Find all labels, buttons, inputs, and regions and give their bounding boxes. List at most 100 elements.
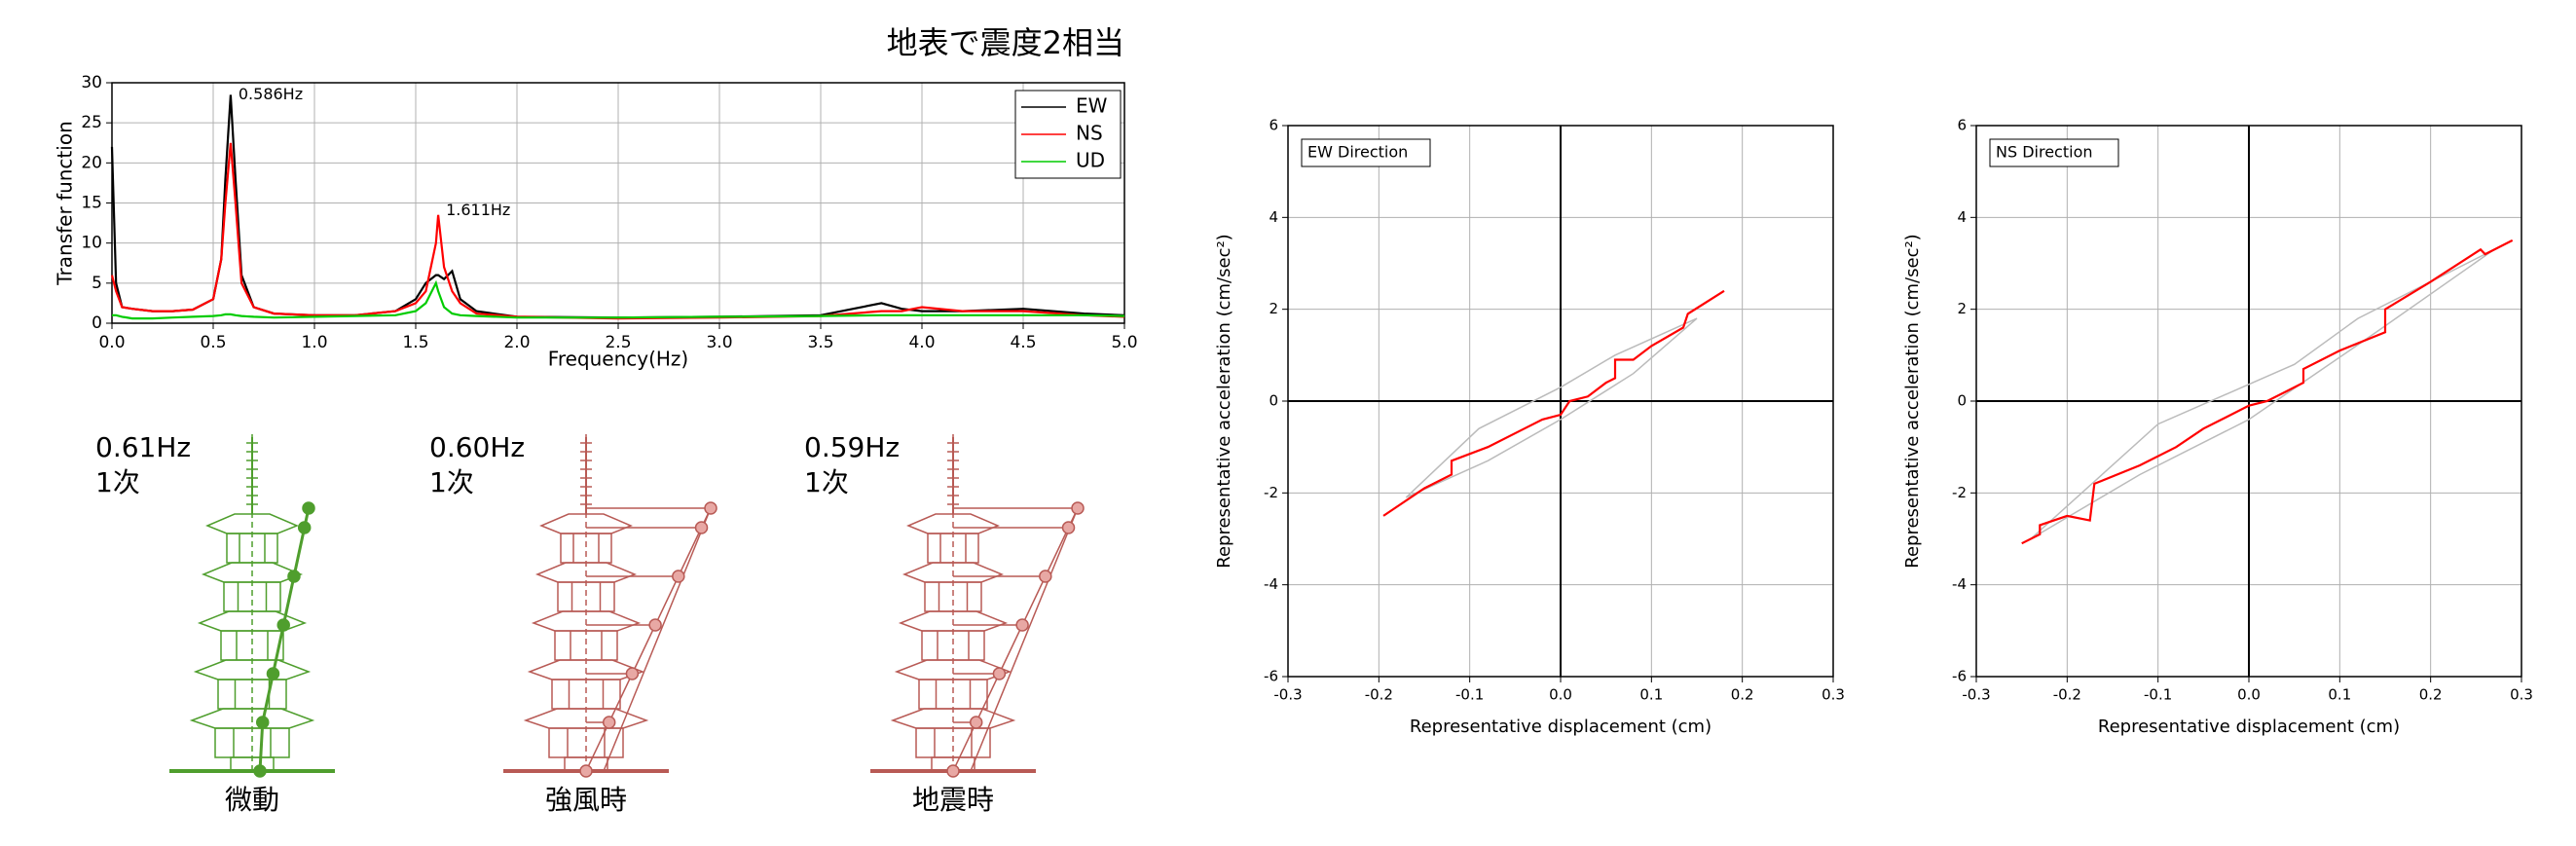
y-tick-label: -6 xyxy=(1952,668,1967,685)
direction-label: NS Direction xyxy=(1996,143,2093,162)
body xyxy=(223,581,281,612)
condition-label: 地震時 xyxy=(912,784,994,816)
mode-point xyxy=(969,716,983,729)
x-tick-label: 1.5 xyxy=(402,333,428,352)
x-axis-label: Representative displacement (cm) xyxy=(1410,717,1711,737)
annotation: 1.611Hz xyxy=(446,201,510,219)
mode-point xyxy=(1039,570,1052,583)
series-line xyxy=(112,279,1125,320)
legend-label: NS xyxy=(1076,122,1103,145)
mode-point xyxy=(255,716,270,729)
x-tick-label: 3.5 xyxy=(807,333,833,352)
direction-label: EW Direction xyxy=(1307,143,1408,162)
body xyxy=(921,630,985,661)
mode-point xyxy=(1061,521,1076,534)
y-tick-label: -2 xyxy=(1952,484,1967,501)
y-tick-label: 0 xyxy=(1957,392,1967,410)
mode-point xyxy=(579,764,593,778)
series-line xyxy=(2021,239,2514,545)
x-tick-label: 4.5 xyxy=(1010,333,1036,352)
roof xyxy=(906,513,1000,534)
x-tick-label: 5.0 xyxy=(1111,333,1137,352)
mode-point xyxy=(648,618,662,632)
y-tick-label: 6 xyxy=(1269,117,1278,134)
x-tick-label: 0.0 xyxy=(1549,686,1572,704)
x-tick-label: -0.2 xyxy=(2053,686,2081,704)
body xyxy=(548,727,624,758)
x-tick-label: 0.0 xyxy=(98,333,125,352)
x-axis-label: Frequency(Hz) xyxy=(548,348,688,371)
x-tick-label: 0.1 xyxy=(2328,686,2351,704)
body xyxy=(554,630,618,661)
x-tick-label: 0.2 xyxy=(1731,686,1754,704)
y-tick-label: 20 xyxy=(81,153,102,172)
annotation: 0.586Hz xyxy=(239,85,303,103)
y-tick-label: 2 xyxy=(1957,300,1967,317)
mode-point xyxy=(602,716,616,729)
roof xyxy=(539,513,633,534)
x-tick-label: 0.1 xyxy=(1639,686,1663,704)
series-line xyxy=(1382,289,1725,517)
mode-point xyxy=(1015,618,1029,632)
y-tick-label: 0 xyxy=(1269,392,1278,410)
legend-label: EW xyxy=(1076,94,1108,118)
mode-point xyxy=(694,521,709,534)
pagoda xyxy=(503,433,718,778)
frequency-label: 0.59Hz xyxy=(804,431,900,463)
y-tick-label: 0 xyxy=(92,313,102,333)
series-line xyxy=(2030,248,2495,540)
x-tick-label: 3.0 xyxy=(706,333,732,352)
label-box xyxy=(1989,138,2119,167)
x-tick-label: -0.3 xyxy=(1962,686,1990,704)
y-axis-label: Transfer function xyxy=(54,121,77,285)
series-line xyxy=(110,142,1125,320)
x-tick-label: 2.5 xyxy=(605,333,631,352)
mode-line xyxy=(585,507,712,772)
y-tick-label: 2 xyxy=(1269,300,1278,317)
mode-point xyxy=(253,764,267,778)
y-axis-label: Representative acceleration (cm/sec²) xyxy=(1902,234,1923,568)
y-tick-label: 6 xyxy=(1957,117,1967,134)
y-tick-label: 4 xyxy=(1957,208,1967,226)
x-tick-label: 0.3 xyxy=(2510,686,2533,704)
y-axis-label: Representative acceleration (cm/sec²) xyxy=(1214,234,1234,568)
frequency-label: 0.61Hz xyxy=(95,431,191,463)
body xyxy=(915,727,991,758)
y-tick-label: 30 xyxy=(81,73,102,92)
y-tick-label: 15 xyxy=(81,194,102,213)
mode-line xyxy=(970,507,1079,772)
x-tick-label: 2.0 xyxy=(503,333,530,352)
mode-point xyxy=(625,667,640,680)
pagoda xyxy=(169,433,335,778)
x-tick-label: 0.2 xyxy=(2419,686,2443,704)
body xyxy=(924,581,982,612)
x-tick-label: 0.3 xyxy=(1822,686,1845,704)
y-tick-label: 10 xyxy=(81,234,102,253)
series-line xyxy=(1405,317,1698,498)
order-label: 1次 xyxy=(429,466,474,498)
mode-point xyxy=(297,521,312,534)
body xyxy=(560,533,612,564)
mode-point xyxy=(946,764,960,778)
y-tick-label: -2 xyxy=(1264,484,1278,501)
legend-label: UD xyxy=(1076,149,1105,172)
mode-point xyxy=(1071,501,1085,515)
x-tick-label: -0.2 xyxy=(1365,686,1393,704)
order-label: 1次 xyxy=(95,466,140,498)
x-tick-label: 1.0 xyxy=(301,333,327,352)
mode-point xyxy=(287,570,301,583)
body xyxy=(557,581,615,612)
x-tick-label: 0.0 xyxy=(2237,686,2261,704)
body xyxy=(918,679,988,710)
x-tick-label: -0.1 xyxy=(1455,686,1484,704)
plot-frame xyxy=(1287,125,1834,678)
label-box xyxy=(1301,138,1431,167)
x-tick-label: 4.0 xyxy=(908,333,935,352)
condition-label: 強風時 xyxy=(545,784,627,816)
body xyxy=(217,679,287,710)
order-label: 1次 xyxy=(804,466,849,498)
plot-frame xyxy=(1975,125,2522,678)
y-tick-label: -4 xyxy=(1264,575,1278,593)
mode-point xyxy=(276,618,290,632)
